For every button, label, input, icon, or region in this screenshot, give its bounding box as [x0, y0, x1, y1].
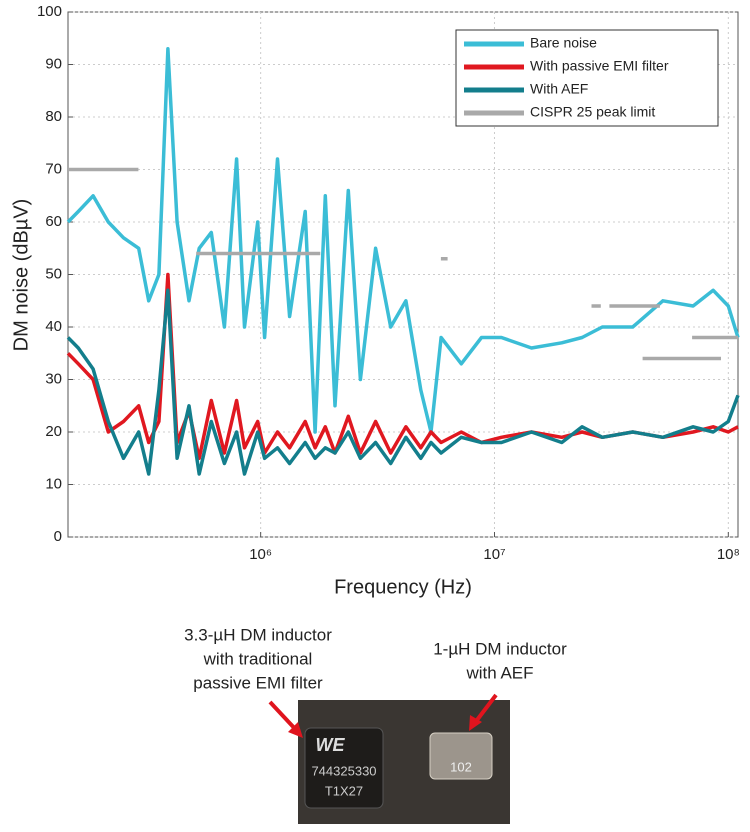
- y-tick-label: 60: [45, 213, 62, 230]
- caption: passive EMI filter: [193, 673, 323, 692]
- y-axis-label: DM noise (dBµV): [10, 199, 32, 352]
- series-line: [68, 167, 738, 361]
- series-line: [66, 47, 740, 434]
- arrow-head: [288, 722, 303, 738]
- x-axis-label: Frequency (Hz): [334, 576, 472, 598]
- inductor-small: [429, 732, 493, 780]
- caption: 3.3-µH DM inductor: [184, 625, 332, 644]
- inductor-large: [304, 727, 384, 809]
- series-line: [66, 288, 740, 476]
- y-tick-label: 10: [45, 475, 62, 492]
- chip-text: 744325330: [311, 763, 376, 778]
- y-tick-label: 30: [45, 370, 62, 387]
- y-tick-label: 0: [54, 528, 62, 545]
- chip-text: WE: [316, 735, 346, 755]
- chip-text: T1X27: [325, 783, 363, 798]
- caption: with traditional: [203, 649, 313, 668]
- y-tick-label: 70: [45, 160, 62, 177]
- legend-label: Bare noise: [530, 35, 597, 51]
- legend-label: With AEF: [530, 81, 588, 97]
- x-tick-label: 10⁶: [249, 546, 272, 563]
- y-tick-label: 90: [45, 55, 62, 72]
- caption: with AEF: [465, 663, 533, 682]
- y-tick-label: 50: [45, 265, 62, 282]
- legend-label: CISPR 25 peak limit: [530, 104, 655, 120]
- arrow: [472, 693, 498, 726]
- arrow-head: [469, 715, 482, 731]
- y-tick-label: 20: [45, 423, 62, 440]
- x-tick-label: 10⁸: [717, 546, 740, 563]
- y-tick-label: 80: [45, 108, 62, 125]
- plot: [66, 11, 740, 538]
- x-tick-label: 10⁷: [483, 546, 505, 563]
- legend: Bare noise With passive EMI filter With AE…: [455, 29, 719, 127]
- chip-text: 102: [450, 759, 472, 774]
- legend-label: With passive EMI filter: [530, 58, 669, 74]
- caption: 1-µH DM inductor: [433, 639, 567, 658]
- y-tick-label: 40: [45, 318, 62, 335]
- y-tick-label: 100: [37, 3, 62, 20]
